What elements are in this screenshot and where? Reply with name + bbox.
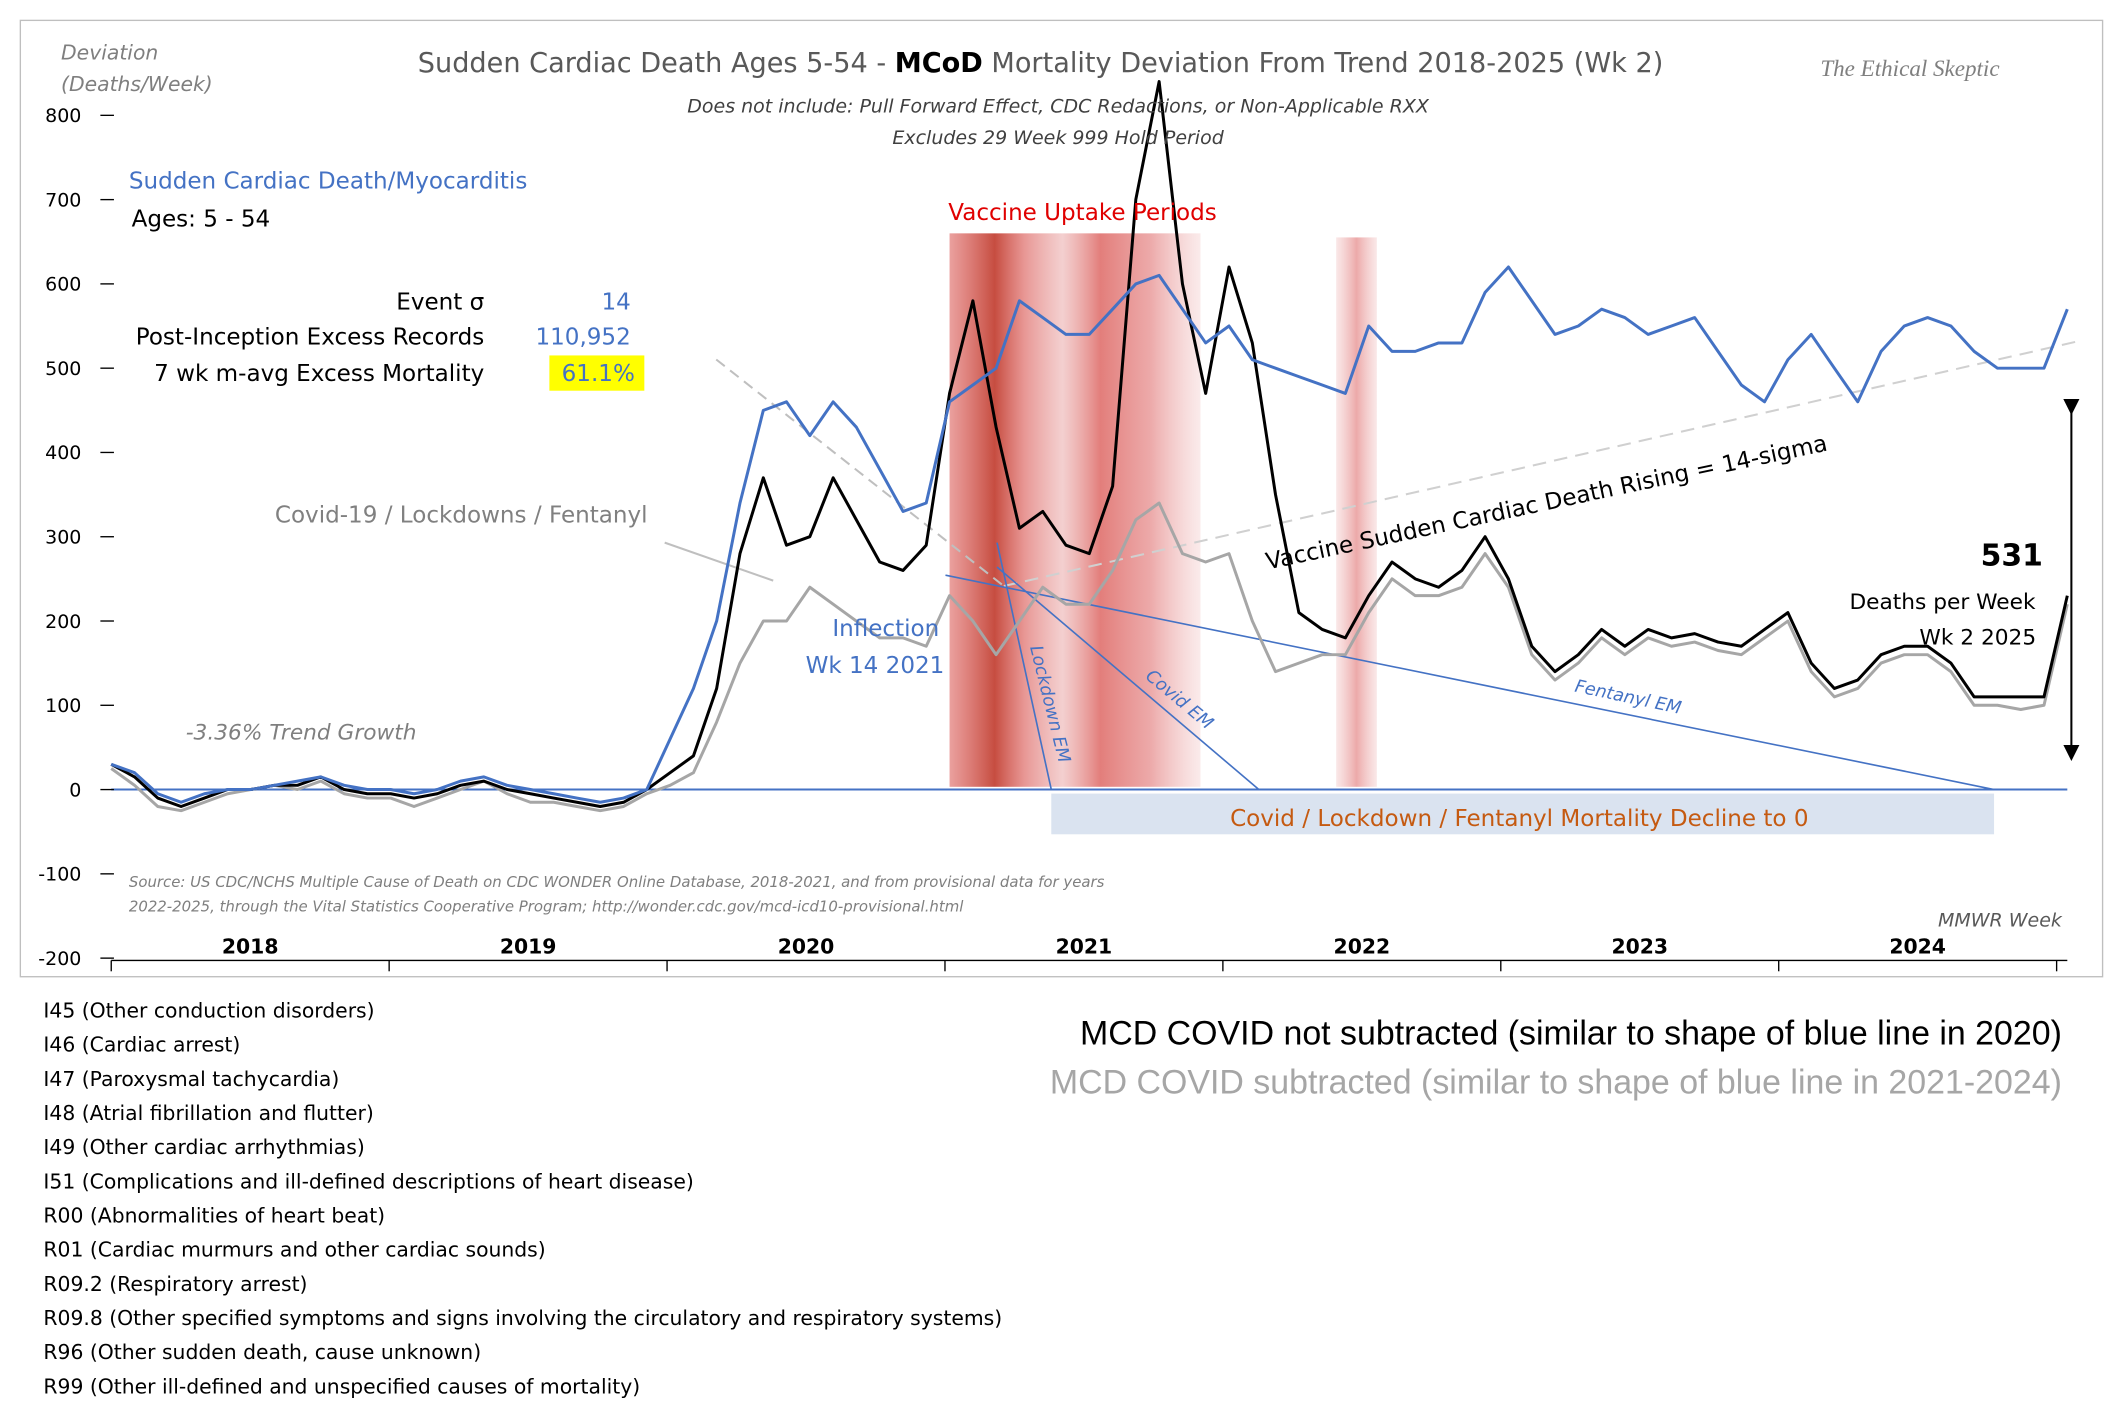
plot-area <box>110 80 2069 813</box>
series-label: Sudden Cardiac Death/Myocarditis <box>129 169 527 195</box>
y-tick-label: 0 <box>69 779 81 801</box>
brand: The Ethical Skeptic <box>1820 55 1999 81</box>
vaccine-band <box>949 233 1201 787</box>
code-item: R09.2 (Respiratory arrest) <box>43 1272 307 1296</box>
annotation: Ages: 5 - 54 <box>132 207 271 233</box>
annotation: Covid-19 / Lockdowns / Fentanyl <box>275 502 648 528</box>
source: Source: US CDC/NCHS Multiple Cause of De… <box>129 873 1105 891</box>
annotation: Inflection <box>832 616 939 642</box>
code-item: R09.8 (Other specified symptoms and sign… <box>43 1306 1002 1330</box>
stat-value: 110,952 <box>535 325 630 351</box>
title-part: Sudden Cardiac Death Ages 5-54 - <box>418 48 895 79</box>
annotation: Deaths per Week <box>1849 590 2036 615</box>
y-tick-label: 300 <box>45 527 81 549</box>
series-line <box>110 265 2069 804</box>
y-axis-label: (Deaths/Week) <box>61 72 213 96</box>
y-tick-label: -200 <box>38 948 81 970</box>
x-tick-label: 2019 <box>500 935 557 959</box>
annotation: Vaccine Uptake Periods <box>948 200 1217 226</box>
y-axis-label: Deviation <box>61 41 158 65</box>
code-item: R96 (Other sudden death, cause unknown) <box>43 1340 481 1364</box>
code-item: I45 (Other conduction disorders) <box>43 998 374 1022</box>
y-tick-label: 400 <box>45 442 81 464</box>
annotation: Wk 14 2021 <box>806 653 945 679</box>
annotation: 531 <box>1981 539 2043 574</box>
legend-entry: MCD COVID not subtracted (similar to sha… <box>1080 1015 2062 1053</box>
subtitle: Does not include: Pull Forward Effect, C… <box>687 96 1430 118</box>
stat-value: 61.1% <box>562 361 635 387</box>
em-line <box>996 542 1053 790</box>
x-tick-label: 2024 <box>1889 935 1946 959</box>
stat-label: Event σ <box>396 289 484 315</box>
code-list: I45 (Other conduction disorders) I46 (Car… <box>43 998 1002 1398</box>
x-tick-label: 2023 <box>1611 935 1668 959</box>
code-item: I49 (Other cardiac arrhythmias) <box>43 1135 364 1159</box>
em-line <box>996 566 1260 791</box>
x-tick-label: 2021 <box>1056 935 1113 959</box>
y-tick-label: 800 <box>45 105 81 127</box>
code-item: I47 (Paroxysmal tachycardia) <box>43 1067 339 1091</box>
legend-entry: MCD COVID subtracted (similar to shape o… <box>1050 1063 2062 1101</box>
stat-value: 14 <box>601 289 630 315</box>
chart-title: Sudden Cardiac Death Ages 5-54 - MCoD Mo… <box>418 48 1664 79</box>
annotation: Covid / Lockdown / Fentanyl Mortality De… <box>1230 806 1808 832</box>
title-part: MCoD <box>895 48 983 79</box>
x-tick-label: 2020 <box>778 935 835 959</box>
code-item: I46 (Cardiac arrest) <box>43 1033 240 1057</box>
x-tick-label: 2022 <box>1334 935 1391 959</box>
code-item: I51 (Complications and ill-defined descr… <box>43 1169 693 1193</box>
x-axis-label: MMWR Week <box>1938 910 2063 932</box>
annotation: -3.36% Trend Growth <box>186 720 417 745</box>
code-item: R99 (Other ill-defined and unspecified c… <box>43 1374 640 1398</box>
code-item: I48 (Atrial fibrillation and flutter) <box>43 1101 373 1125</box>
series-line <box>110 501 2069 813</box>
title-part: Mortality Deviation From Trend 2018-2025… <box>983 48 1664 79</box>
trend-line <box>715 358 1005 587</box>
vaccine-band <box>1336 237 1377 787</box>
x-tick-label: 2018 <box>222 935 279 959</box>
pointer-line <box>664 541 774 582</box>
series-line <box>110 80 2069 808</box>
code-item: R01 (Cardiac murmurs and other cardiac s… <box>43 1238 545 1262</box>
stat-label: 7 wk m-avg Excess Mortality <box>154 361 484 387</box>
y-tick-label: 700 <box>45 189 81 211</box>
highlight <box>549 355 645 391</box>
decline-box <box>1051 793 1995 835</box>
trend-line <box>1003 340 2076 588</box>
y-tick-label: 600 <box>45 274 81 296</box>
subtitle: Excludes 29 Week 999 Hold Period <box>892 127 1224 149</box>
annotation: Wk 2 2025 <box>1919 625 2036 650</box>
y-tick-label: 500 <box>45 358 81 380</box>
source: 2022-2025, through the Vital Statistics … <box>129 898 964 916</box>
y-tick-label: 100 <box>45 695 81 717</box>
y-tick-label: 200 <box>45 611 81 633</box>
stat-label: Post-Inception Excess Records <box>136 325 485 351</box>
em-line <box>945 574 1995 791</box>
y-tick-label: -100 <box>38 864 81 886</box>
code-item: R00 (Abnormalities of heart beat) <box>43 1204 385 1228</box>
